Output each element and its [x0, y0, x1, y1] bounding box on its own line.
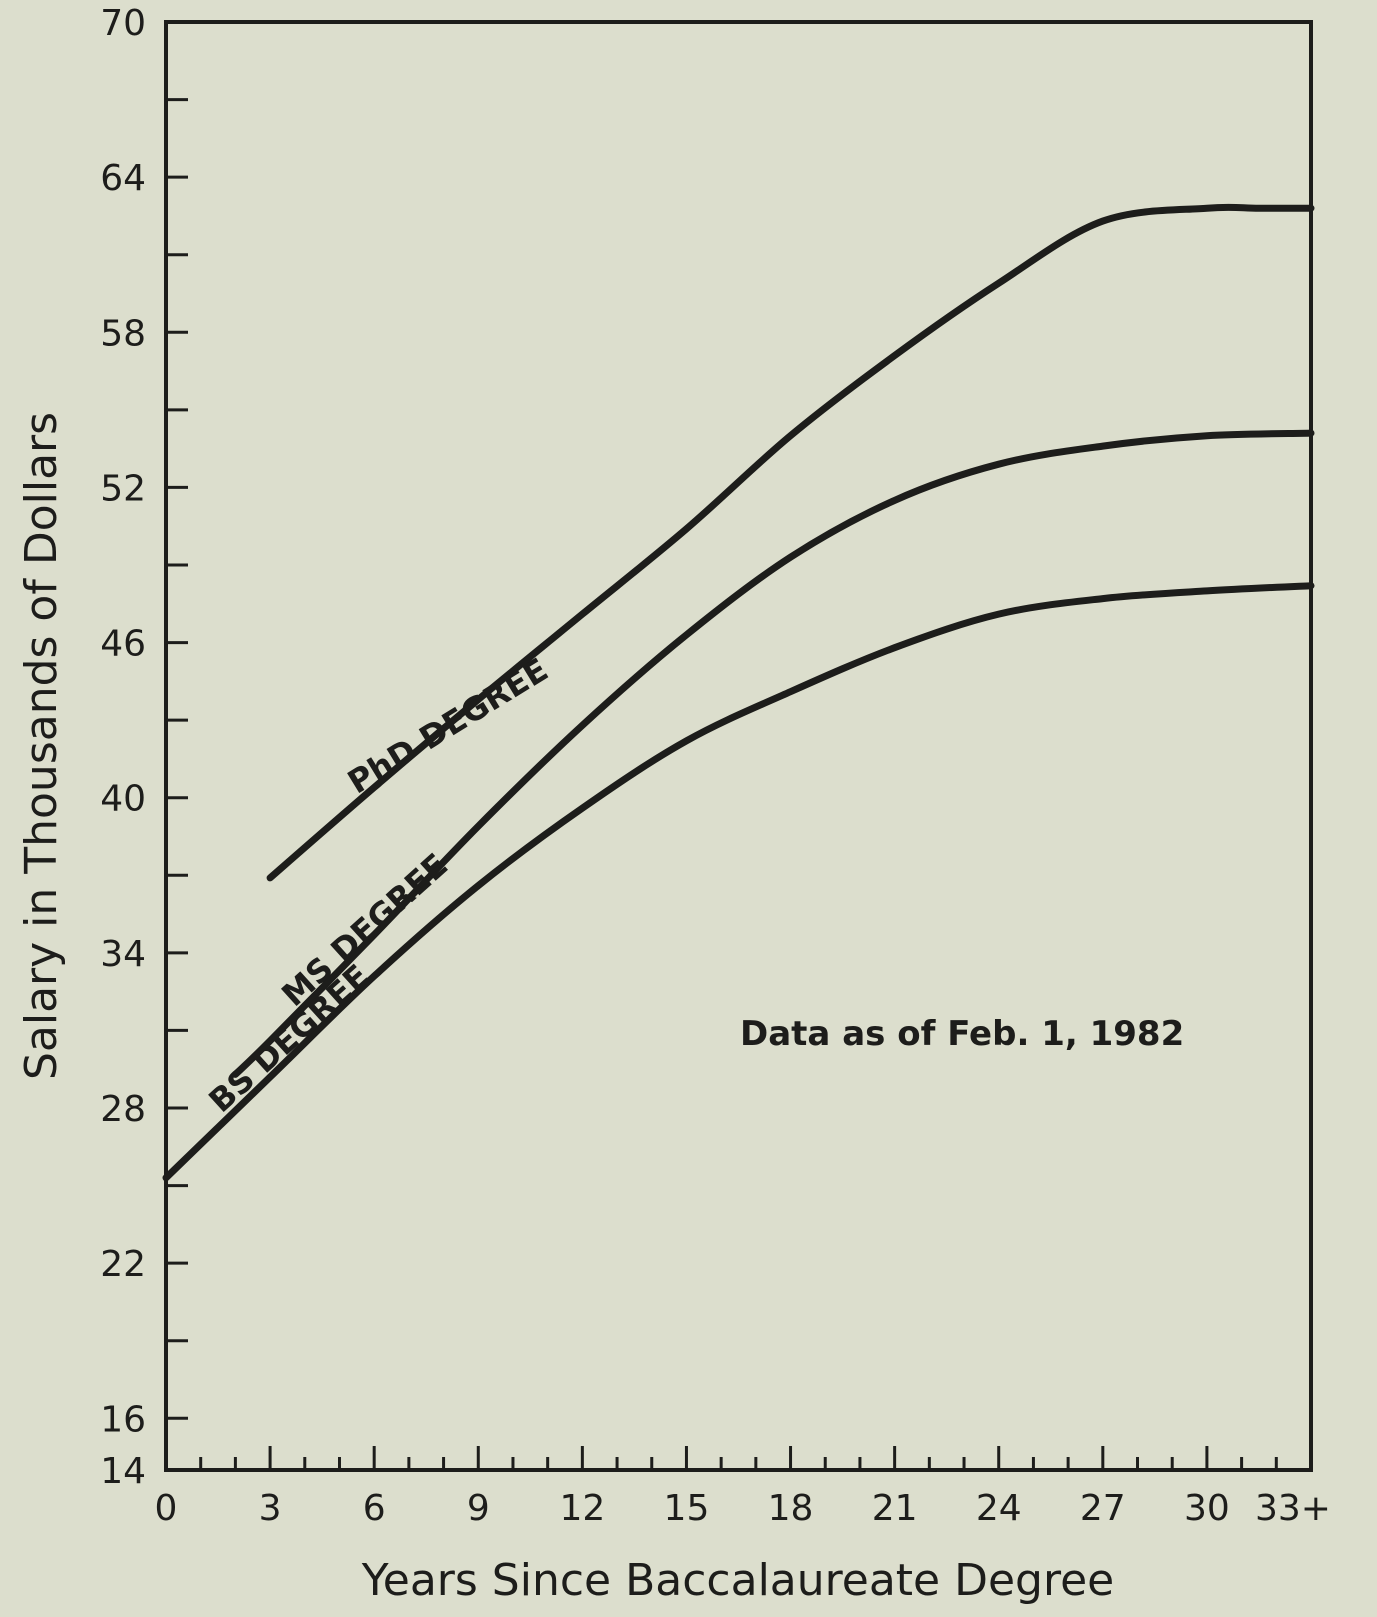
x-tick-label: 30 [1184, 1488, 1230, 1529]
y-tick-label: 34 [100, 934, 146, 975]
x-tick-label: 12 [559, 1488, 605, 1529]
y-tick-label: 64 [100, 158, 146, 199]
y-tick-label: 70 [100, 3, 146, 44]
x-tick-label: 18 [768, 1488, 814, 1529]
bs-degree-line [162, 582, 1315, 1182]
y-tick-label: 16 [100, 1399, 146, 1440]
x-tick-label: 21 [872, 1488, 918, 1529]
y-tick-labels: 14 16 22 28 34 40 46 52 58 64 70 [100, 3, 146, 1492]
y-tick-label: 28 [100, 1089, 146, 1130]
x-tick-label: 0 [155, 1488, 178, 1529]
y-tick-label: 40 [100, 779, 146, 820]
x-tick-label: 6 [363, 1488, 386, 1529]
x-tick-label: 3 [259, 1488, 282, 1529]
x-tick-label: 24 [976, 1488, 1022, 1529]
y-tick-label: 22 [100, 1244, 146, 1285]
y-axis-title: Salary in Thousands of Dollars [16, 412, 67, 1080]
axis-ticks [164, 20, 1313, 1470]
y-tick-label: 46 [100, 624, 146, 665]
x-tick-label: 33+ [1255, 1488, 1331, 1529]
x-tick-labels: 0 3 6 9 12 15 18 21 24 27 30 33+ [155, 1488, 1331, 1529]
x-tick-label: 15 [664, 1488, 710, 1529]
y-tick-label: 52 [100, 468, 146, 509]
plot-frame [164, 20, 1313, 1472]
ms-degree-line [231, 429, 1315, 1078]
x-axis-title: Years Since Baccalaureate Degree [361, 1555, 1115, 1606]
x-tick-label: 27 [1080, 1488, 1126, 1529]
series-lines [162, 203, 1315, 1182]
phd-degree-line [266, 203, 1315, 882]
x-tick-label: 9 [467, 1488, 490, 1529]
data-date-note: Data as of Feb. 1, 1982 [740, 1014, 1184, 1054]
y-tick-label: 58 [100, 313, 146, 354]
y-tick-label: 14 [100, 1451, 146, 1492]
